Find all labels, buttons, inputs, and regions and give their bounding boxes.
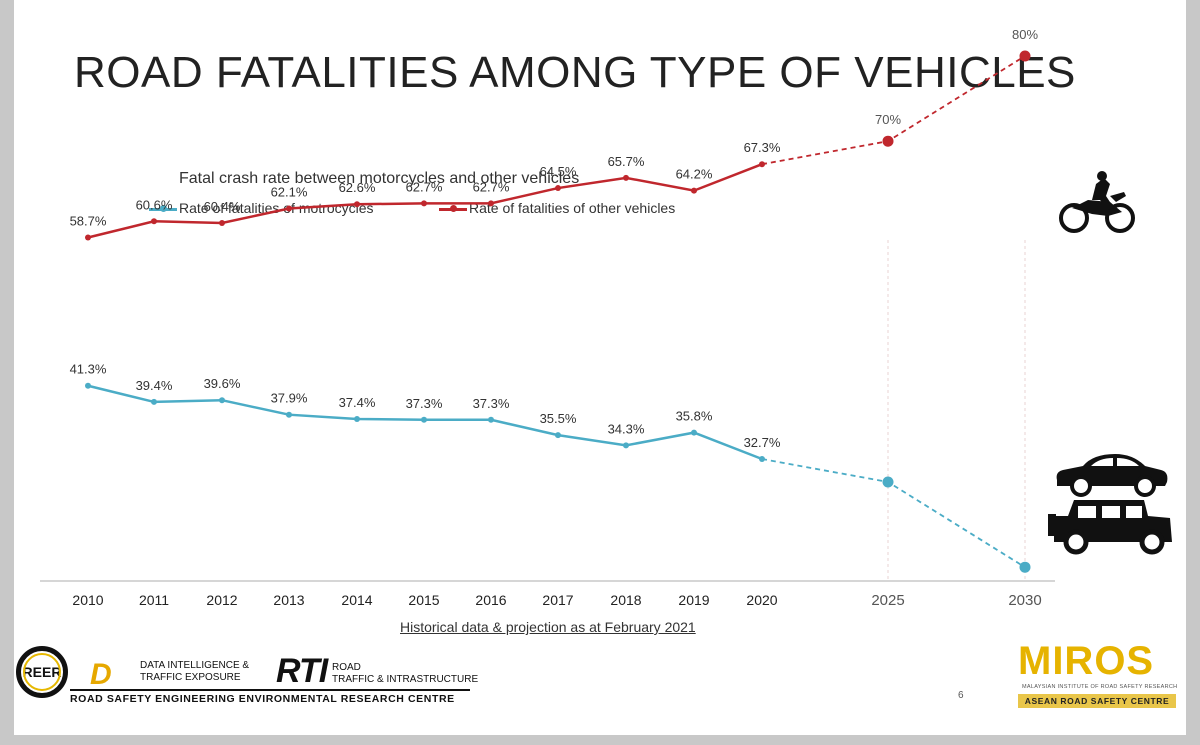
data-point [85, 382, 91, 389]
legend-swatch-motorcycles [149, 204, 177, 212]
data-label: 64.5% [540, 164, 577, 179]
x-tick-label: 2019 [678, 592, 709, 608]
page-number: 6 [958, 690, 964, 701]
rti-line-2: TRAFFIC & INTRASTRUCTURE [332, 674, 479, 685]
reer-logo: REER [16, 646, 68, 698]
dite-line-1: DATA INTELLIGENCE & [140, 660, 250, 671]
data-point [555, 432, 561, 439]
data-label: 60.6% [136, 197, 173, 212]
data-point [623, 174, 629, 181]
data-label: 65.7% [608, 154, 645, 169]
data-label: 35.5% [540, 411, 577, 426]
dite-line-2: TRAFFIC EXPOSURE [140, 672, 241, 683]
x-tick-label: 2025 [871, 592, 904, 609]
data-label: 62.1% [271, 185, 308, 200]
asean-banner: ASEAN ROAD SAFETY CENTRE [1018, 694, 1176, 708]
data-label: 80% [1012, 27, 1038, 42]
series-projection-line-1 [761, 55, 1026, 166]
data-label: 62.6% [339, 180, 376, 195]
data-label: 37.3% [473, 396, 510, 411]
x-tick-label: 2011 [139, 592, 169, 608]
data-label: 37.3% [406, 396, 443, 411]
legend-label-other-vehicles: Rate of fatalities of other vehicles [469, 200, 676, 216]
dite-logo-icon: D [90, 658, 112, 691]
x-tick-label: 2016 [475, 592, 506, 608]
centre-divider [70, 689, 470, 691]
footnote: Historical data & projection as at Febru… [400, 619, 696, 635]
data-label: 58.7% [70, 213, 107, 228]
data-label: 70% [875, 112, 901, 127]
data-point [354, 201, 360, 208]
data-label: 62.7% [473, 179, 510, 194]
car-icon [1056, 454, 1168, 497]
x-tick-label: 2014 [341, 592, 372, 608]
rti-logo: RTI [276, 652, 328, 690]
series-projection-line-0 [761, 458, 1026, 568]
data-point [488, 416, 494, 423]
data-point [691, 187, 697, 194]
data-point [219, 397, 225, 404]
x-tick-label: 2013 [273, 592, 304, 608]
centre-name: ROAD SAFETY ENGINEERING ENVIRONMENTAL RE… [70, 693, 455, 705]
x-tick-label: 2020 [746, 592, 777, 608]
data-label: 60.4% [204, 199, 241, 214]
data-point [219, 219, 225, 226]
x-tick-label: 2018 [610, 592, 641, 608]
data-label: 67.3% [744, 140, 781, 155]
data-label: 64.2% [676, 167, 713, 182]
slide: ROAD FATALITIES AMONG TYPE OF VEHICLES F… [14, 0, 1186, 735]
data-label: 62.7% [406, 179, 443, 194]
jeep-icon [1048, 500, 1172, 555]
data-point [151, 218, 157, 225]
data-point [759, 161, 765, 168]
data-point [1019, 50, 1031, 62]
data-point [354, 415, 360, 422]
data-label: 39.6% [204, 376, 241, 391]
x-tick-label: 2010 [72, 592, 103, 608]
data-point [286, 205, 292, 212]
data-point [759, 455, 765, 462]
data-point [1019, 561, 1031, 573]
data-point [151, 398, 157, 405]
data-point [882, 476, 894, 488]
data-point [623, 442, 629, 449]
data-label: 35.8% [676, 409, 713, 424]
x-tick-label: 2030 [1008, 592, 1041, 609]
data-point [286, 411, 292, 418]
data-point [691, 429, 697, 436]
data-label: 34.3% [608, 421, 645, 436]
data-point [555, 185, 561, 192]
x-tick-label: 2015 [408, 592, 439, 608]
data-point [421, 200, 427, 207]
page-title: ROAD FATALITIES AMONG TYPE OF VEHICLES [74, 48, 1076, 97]
x-tick-label: 2017 [542, 592, 573, 608]
data-label: 32.7% [744, 435, 781, 450]
legend-swatch-other-vehicles [439, 204, 467, 212]
motorcycle-icon [1059, 171, 1135, 233]
data-label: 39.4% [136, 378, 173, 393]
legend-label-motorcycles: Rate of fatalities of motrocycles [179, 200, 374, 216]
legend-item-other-vehicles: Rate of fatalities of other vehicles [439, 200, 675, 216]
miros-subtitle: MALAYSIAN INSTITUTE OF ROAD SAFETY RESEA… [1022, 684, 1178, 690]
data-point [488, 200, 494, 207]
legend-item-motorcycles: Rate of fatalities of motrocycles [149, 200, 374, 216]
data-label: 41.3% [70, 362, 107, 377]
rti-line-1: ROAD [332, 662, 361, 673]
data-point [421, 416, 427, 423]
data-label: 37.9% [271, 391, 308, 406]
data-label: 37.4% [339, 395, 376, 410]
chart-title: Fatal crash rate between motorcycles and… [179, 170, 580, 187]
miros-logo: MIROS [1018, 639, 1155, 683]
x-tick-label: 2012 [206, 592, 237, 608]
data-point [85, 234, 91, 241]
data-point [882, 135, 894, 147]
